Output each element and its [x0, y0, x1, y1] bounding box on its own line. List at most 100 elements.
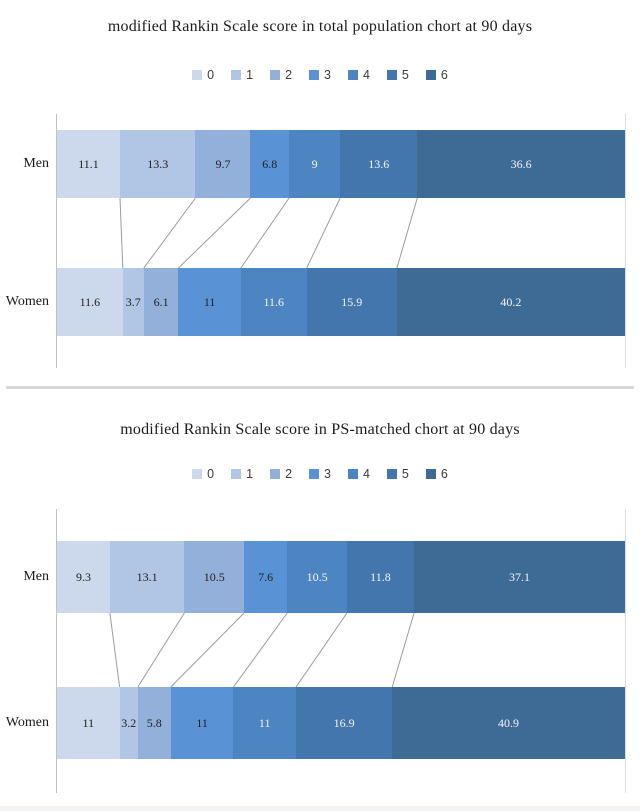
plot-area: Men 11.1 13.3 9.7 6.8 9 13.6 36.6 Women 11.6 3.…: [6, 114, 626, 368]
legend-swatch-icon: [192, 70, 203, 80]
section-divider: [6, 386, 634, 389]
legend-item-0: 0: [192, 467, 214, 481]
connector-line: [392, 613, 414, 687]
bar-segment-mrs-4: 9: [289, 130, 341, 198]
legend-item-4: 4: [347, 467, 370, 481]
chart-ps-matched: modified Rankin Scale score in PS-matche…: [0, 419, 640, 793]
connector-gap: [57, 613, 625, 687]
bar-segment-mrs-4: 11: [233, 687, 296, 759]
bar-segment-mrs-2: 9.7: [195, 130, 251, 198]
legend-label: 2: [285, 68, 293, 82]
legend-label: 3: [324, 68, 331, 82]
legend-swatch-icon: [386, 70, 397, 80]
bar-segment-mrs-2: 6.1: [143, 268, 179, 336]
connector-line: [307, 198, 340, 268]
legend-item-2: 2: [270, 467, 292, 481]
bar-segment-mrs-5: 11.8: [346, 541, 414, 613]
bar-segment-mrs-0: 11: [57, 687, 120, 759]
bar-segment-mrs-2: 10.5: [184, 541, 245, 613]
legend-swatch-icon: [425, 469, 436, 479]
chart-title: modified Rankin Scale score in total pop…: [107, 18, 533, 35]
legend-swatch-icon: [309, 469, 320, 479]
legend-label: 6: [440, 68, 448, 82]
legend-label: 5: [401, 467, 409, 481]
legend-label: 0: [207, 467, 215, 481]
bar-row-men: Men 11.1 13.3 9.7 6.8 9 13.6 36.6: [23, 130, 625, 198]
connector-line: [144, 198, 196, 268]
legend-swatch-icon: [347, 70, 358, 80]
legend-item-5: 5: [386, 68, 409, 82]
page-bottom-strip: [0, 806, 640, 811]
bar-segment-mrs-6: 40.2: [396, 268, 625, 336]
chart-total-population: modified Rankin Scale score in total pop…: [0, 16, 640, 368]
bar-segment-mrs-1: 13.1: [109, 541, 185, 613]
legend-item-6: 6: [425, 68, 448, 82]
bar-row-men: Men 9.3 13.1 10.5 7.6 10.5 11.8 37.1: [23, 541, 625, 613]
connector-line: [296, 613, 347, 687]
category-label-women: Women: [5, 715, 49, 730]
legend-label: 3: [324, 467, 331, 481]
legend-swatch-icon: [231, 70, 242, 80]
bar-row-women: Women 11.6 3.7 6.1 11 11.6 15.9 40.2: [6, 268, 625, 336]
bar-segment-mrs-0: 11.1: [57, 130, 120, 198]
bar-segment-mrs-1: 3.2: [119, 687, 138, 759]
legend-swatch-icon: [425, 70, 436, 80]
legend-swatch-icon: [231, 469, 242, 479]
legend: 0 1 2 3 4 5 6: [0, 68, 640, 82]
legend-item-3: 3: [309, 467, 331, 481]
connector-line: [178, 198, 250, 268]
legend-swatch-icon: [192, 469, 203, 479]
category-label-men: Men: [23, 156, 49, 171]
connector-line: [120, 198, 123, 268]
legend-item-1: 1: [231, 68, 253, 82]
legend-swatch-icon: [347, 469, 358, 479]
connector-line: [138, 613, 185, 687]
legend-label: 5: [401, 68, 409, 82]
legend-label: 1: [246, 467, 254, 481]
legend-item-1: 1: [231, 467, 253, 481]
connector-line: [241, 198, 289, 268]
bar-segment-mrs-4: 11.6: [240, 268, 307, 336]
legend-label: 4: [362, 467, 370, 481]
bar-segment-mrs-3: 7.6: [244, 541, 288, 613]
connector-line: [171, 613, 244, 687]
bar-segment-mrs-3: 11: [178, 268, 241, 336]
legend-item-5: 5: [386, 467, 409, 481]
legend-item-4: 4: [347, 68, 370, 82]
legend-label: 2: [285, 467, 293, 481]
legend-label: 4: [362, 68, 370, 82]
connector-gap: [57, 198, 625, 268]
bar-segment-mrs-2: 5.8: [137, 687, 171, 759]
bar-segment-mrs-6: 36.6: [417, 130, 625, 198]
connector-line: [110, 613, 120, 687]
legend-label: 1: [246, 68, 254, 82]
legend-label: 0: [207, 68, 215, 82]
plot-area: Men 9.3 13.1 10.5 7.6 10.5 11.8 37.1 Women 11 3…: [6, 509, 626, 793]
segment-connector-lines: [57, 613, 625, 687]
bar-segment-mrs-1: 3.7: [122, 268, 144, 336]
legend-item-3: 3: [309, 68, 331, 82]
bar-segment-mrs-0: 9.3: [57, 541, 110, 613]
segment-connector-lines: [57, 198, 625, 268]
bar-segment-mrs-5: 13.6: [340, 130, 418, 198]
legend-item-0: 0: [192, 68, 214, 82]
bar-segment-mrs-5: 15.9: [306, 268, 397, 336]
legend-swatch-icon: [386, 469, 397, 479]
legend-item-6: 6: [425, 467, 448, 481]
category-label-women: Women: [5, 294, 49, 309]
bar-segment-mrs-6: 37.1: [414, 541, 625, 613]
legend-item-2: 2: [270, 68, 292, 82]
bar-segment-mrs-4: 10.5: [287, 541, 347, 613]
bar-segment-mrs-5: 16.9: [295, 687, 393, 759]
legend-swatch-icon: [270, 70, 281, 80]
connector-line: [233, 613, 287, 687]
legend-label: 6: [440, 467, 448, 481]
connector-line: [397, 198, 417, 268]
bar-row-women: Women 11 3.2 5.8 11 11 16.9 40.9: [6, 687, 625, 759]
legend-swatch-icon: [309, 70, 320, 80]
legend: 0 1 2 3 4 5 6: [0, 467, 640, 481]
bar-segment-mrs-6: 40.9: [392, 687, 625, 759]
legend-swatch-icon: [270, 469, 281, 479]
bar-segment-mrs-0: 11.6: [57, 268, 123, 336]
